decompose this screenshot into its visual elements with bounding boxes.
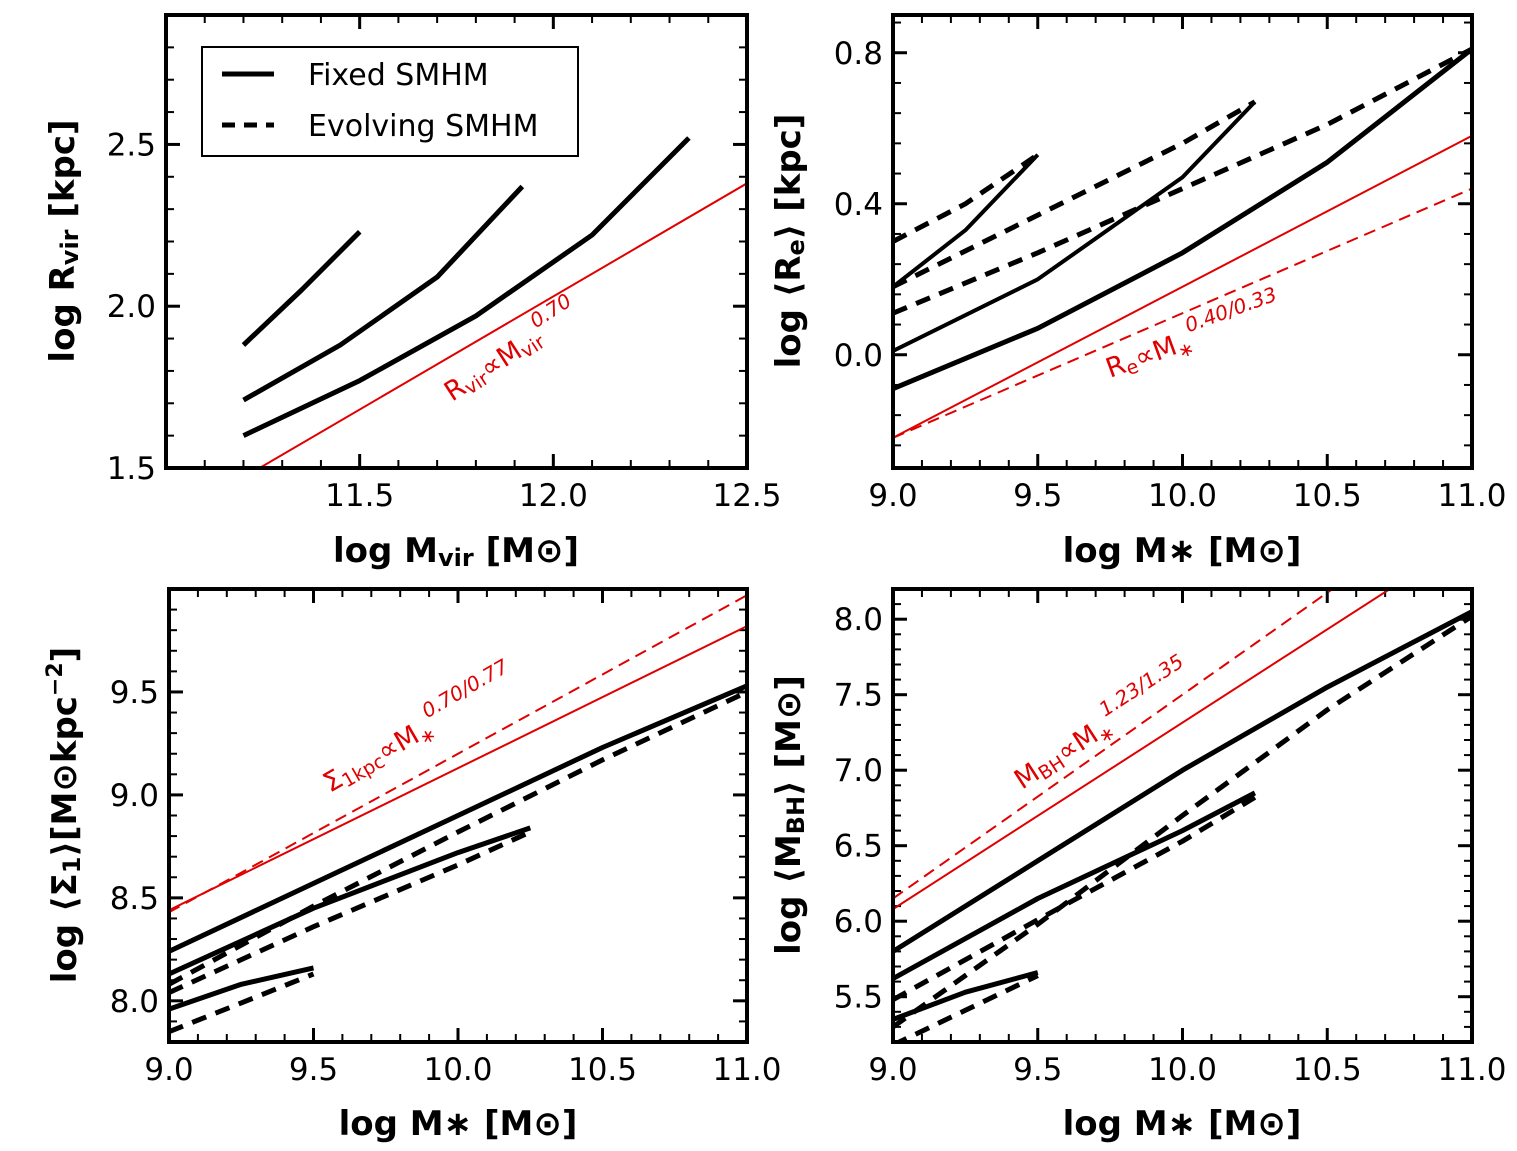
y-tick-label-rvir: 2.0 <box>107 289 156 325</box>
x-tick-label-mbh: 9.0 <box>868 1052 917 1088</box>
y-tick-label-sigma: 8.5 <box>110 881 159 917</box>
y-axis-label-rvir: log Rvir [kpc] <box>43 119 84 362</box>
relation-annotation-rvir: Rvir∝Mvir0.70 <box>433 288 587 409</box>
x-tick-label-rvir: 12.0 <box>519 478 588 514</box>
y-axis-label-mbh: log ⟨MBH⟩ [M⊙] <box>769 675 810 955</box>
axes-frame-sigma <box>167 587 749 1044</box>
y-tick-label-re: 0.4 <box>834 187 883 223</box>
axes-frame-rvir <box>164 13 749 470</box>
series-line-re-6 <box>893 134 1472 439</box>
x-tick-label-mbh: 10.5 <box>1293 1052 1362 1088</box>
x-axis-label-rvir: log Mvir [M⊙] <box>333 531 579 572</box>
series-line-sigma-7 <box>169 594 747 914</box>
series-line-sigma-3 <box>169 829 532 995</box>
series-line-re-0 <box>893 153 1040 289</box>
series-line-re-5 <box>893 46 1472 316</box>
x-tick-label-sigma: 11.0 <box>712 1052 781 1088</box>
x-tick-label-sigma: 10.0 <box>423 1052 492 1088</box>
series-line-mbh-6 <box>893 589 1392 910</box>
axes-frame-mbh <box>891 587 1474 1044</box>
x-axis-label-sigma: log M∗ [M⊙] <box>339 1104 578 1144</box>
x-tick-label-sigma: 9.5 <box>289 1052 338 1088</box>
series-line-sigma-6 <box>169 625 747 912</box>
x-tick-label-re: 9.5 <box>1013 478 1062 514</box>
series-group-sigma <box>169 594 747 1035</box>
y-tick-label-sigma: 8.0 <box>110 984 159 1020</box>
panel-mbh: 9.0 9.5 10.0 10.5 11.0 5.5 6.0 6.5 7.0 7.5 8.0 log… <box>769 587 1507 1144</box>
axes-frame-re <box>891 13 1474 470</box>
series-line-mbh-5 <box>893 614 1472 1029</box>
series-line-sigma-1 <box>169 971 315 1035</box>
series-group-rvir <box>241 136 747 468</box>
y-tick-label-mbh: 6.5 <box>834 829 883 865</box>
y-tick-label-rvir: 2.5 <box>107 127 156 163</box>
y-tick-label-mbh: 7.0 <box>834 753 883 789</box>
series-line-mbh-3 <box>893 795 1257 1002</box>
series-line-re-3 <box>893 99 1257 290</box>
x-tick-label-sigma: 9.0 <box>144 1052 193 1088</box>
series-line-mbh-2 <box>893 790 1257 981</box>
series-line-re-1 <box>893 152 1040 244</box>
y-tick-label-sigma: 9.5 <box>110 675 159 711</box>
series-line-re-4 <box>893 47 1472 392</box>
y-tick-label-mbh: 5.5 <box>834 980 883 1016</box>
series-line-rvir-5 <box>257 182 747 468</box>
series-line-rvir-1 <box>242 230 362 347</box>
series-line-sigma-5 <box>169 689 747 987</box>
y-tick-label-re: 0.0 <box>834 338 883 374</box>
ticks-re <box>891 15 1474 468</box>
panel-sigma: 9.0 9.5 10.0 10.5 11.0 8.0 8.5 9.0 9.5 log M∗ [M… <box>43 587 782 1144</box>
series-line-mbh-4 <box>893 609 1472 954</box>
tick-labels-mbh: 9.0 9.5 10.0 10.5 11.0 5.5 6.0 6.5 7.0 7.5 8.0 <box>834 602 1507 1088</box>
legend-label-fixed: Fixed SMHM <box>308 58 489 93</box>
series-line-rvir-4 <box>242 136 691 438</box>
x-tick-label-mbh: 11.0 <box>1437 1052 1506 1088</box>
y-tick-label-re: 0.8 <box>834 36 883 72</box>
tick-labels-rvir: 11.5 12.0 12.5 1.5 2.0 2.5 <box>107 127 782 514</box>
series-line-sigma-2 <box>169 825 532 977</box>
panel-re: 9.0 9.5 10.0 10.5 11.00.00.40.8 log M∗ [M⊙] … <box>769 13 1507 571</box>
x-tick-label-rvir: 12.5 <box>712 478 781 514</box>
series-line-rvir-3 <box>339 185 524 347</box>
x-tick-label-re: 10.0 <box>1148 478 1217 514</box>
legend: Fixed SMHM Evolving SMHM <box>201 46 579 157</box>
legend-box <box>201 46 579 157</box>
panel-rvir: 11.5 12.0 12.5 1.5 2.0 2.5 log Mvir [M⊙] log … <box>43 13 782 572</box>
x-tick-label-mbh: 9.5 <box>1013 1052 1062 1088</box>
x-tick-label-mbh: 10.0 <box>1148 1052 1217 1088</box>
tick-labels-re: 9.0 9.5 10.0 10.5 11.0 0.0 0.4 0.8 <box>834 36 1507 514</box>
series-group-mbh <box>893 589 1472 1042</box>
series-line-mbh-1 <box>893 973 1039 1042</box>
relation-annotation-re: Re∝M∗0.40/0.33 <box>1098 282 1287 388</box>
series-line-re-7 <box>893 187 1472 439</box>
x-axis-label-re: log M∗ [M⊙] <box>1063 531 1302 571</box>
series-line-re-2 <box>893 100 1257 353</box>
x-tick-label-re: 9.0 <box>868 478 917 514</box>
series-line-mbh-7 <box>893 589 1335 900</box>
x-tick-label-rvir: 11.5 <box>325 478 394 514</box>
y-axis-label-sigma: log ⟨Σ1⟩[M⊙kpc−2] <box>43 647 86 983</box>
y-tick-label-mbh: 6.0 <box>834 904 883 940</box>
relation-annotation-sigma: Σ1kpc∝M∗0.70/0.77 <box>313 654 524 802</box>
x-tick-label-re: 11.0 <box>1437 478 1506 514</box>
y-tick-label-mbh: 8.0 <box>834 602 883 638</box>
tick-labels-sigma: 9.0 9.5 10.0 10.5 11.0 8.0 8.5 9.0 9.5 <box>110 675 782 1088</box>
series-line-sigma-4 <box>169 683 747 954</box>
y-axis-label-re: log ⟨Re⟩ [kpc] <box>769 114 810 369</box>
x-tick-label-re: 10.5 <box>1293 478 1362 514</box>
y-tick-label-mbh: 7.5 <box>834 678 883 714</box>
x-tick-label-sigma: 10.5 <box>568 1052 637 1088</box>
series-line-sigma-0 <box>169 965 315 1012</box>
y-tick-label-rvir: 1.5 <box>107 451 156 487</box>
y-tick-label-sigma: 9.0 <box>110 778 159 814</box>
legend-label-evolving: Evolving SMHM <box>308 109 538 144</box>
series-group-re <box>893 46 1472 439</box>
x-axis-label-mbh: log M∗ [M⊙] <box>1063 1104 1302 1144</box>
